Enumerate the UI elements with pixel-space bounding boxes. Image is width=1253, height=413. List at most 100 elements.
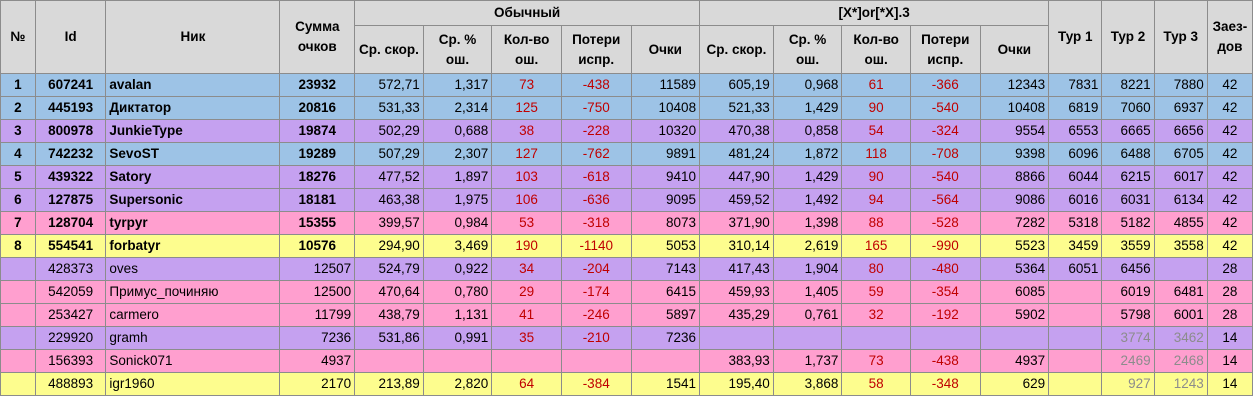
header-normal-avg-speed[interactable]: Ср. скор.: [354, 25, 424, 74]
normal-err-count-cell: 64: [491, 372, 562, 396]
normal-points-cell: [630, 349, 701, 373]
normal-avg-speed-cell: 477,52: [354, 165, 424, 189]
table-row[interactable]: 7 128704 tyrpyr 15355 399,57 0,984 53 -318 8073 3…: [0, 211, 1253, 235]
table-row[interactable]: 542059 Примус_починяю 12500 470,64 0,780 29 -1…: [0, 280, 1253, 304]
id-cell: 800978: [34, 119, 107, 143]
x-avg-err-cell: 0,761: [772, 303, 843, 327]
id-cell: 488893: [34, 372, 107, 396]
header-x-avg-err[interactable]: Ср. % ош.: [772, 25, 843, 74]
header-x-avg-speed[interactable]: Ср. скор.: [699, 25, 774, 74]
sum-cell: 11799: [279, 303, 356, 327]
tour3-cell: [1153, 257, 1208, 281]
header-group-normal[interactable]: Обычный: [354, 0, 701, 26]
tour3-cell: 6937: [1153, 96, 1208, 120]
tour1-cell: [1048, 372, 1103, 396]
x-err-count-cell: 73: [841, 349, 911, 373]
x-losses-cell: -708: [909, 142, 981, 166]
x-points-cell: 9554: [979, 119, 1050, 143]
table-row[interactable]: 1 607241 avalan 23932 572,71 1,317 73 -438 11589…: [0, 73, 1253, 97]
header-id[interactable]: Id: [34, 0, 107, 74]
normal-losses-cell: -210: [560, 326, 632, 350]
header-x-points[interactable]: Очки: [979, 25, 1050, 74]
races-cell: 42: [1206, 211, 1253, 235]
x-avg-err-cell: 1,492: [772, 188, 843, 212]
tour3-cell: 3558: [1153, 234, 1208, 258]
nick-cell: gramh: [105, 326, 281, 350]
nick-cell: igr1960: [105, 372, 281, 396]
table-body: 1 607241 avalan 23932 572,71 1,317 73 -438 11589…: [0, 73, 1253, 396]
races-cell: 42: [1206, 234, 1253, 258]
races-cell: 14: [1206, 349, 1253, 373]
header-group-x[interactable]: [X*]or[*X].3: [699, 0, 1050, 26]
sum-cell: 12507: [279, 257, 356, 281]
normal-avg-err-cell: 0,991: [422, 326, 493, 350]
header-tour1[interactable]: Тур 1: [1048, 0, 1103, 74]
normal-points-cell: 6415: [630, 280, 701, 304]
tour1-cell: 6096: [1048, 142, 1103, 166]
normal-err-count-cell: 38: [491, 119, 562, 143]
rank-cell: 4: [0, 142, 36, 166]
x-points-cell: 9398: [979, 142, 1050, 166]
header-races[interactable]: Заез-дов: [1206, 0, 1253, 74]
header-tour2[interactable]: Тур 2: [1101, 0, 1155, 74]
header-normal-losses[interactable]: Потери испр.: [560, 25, 632, 74]
normal-avg-err-cell: 1,897: [422, 165, 493, 189]
x-points-cell: 5902: [979, 303, 1050, 327]
table-row[interactable]: 428373 oves 12507 524,79 0,922 34 -204 7143 417,…: [0, 257, 1253, 281]
table-row[interactable]: 253427 carmero 11799 438,79 1,131 41 -246 5897 4…: [0, 303, 1253, 327]
x-err-count-cell: [841, 326, 911, 350]
normal-avg-speed-cell: 502,29: [354, 119, 424, 143]
normal-points-cell: 7236: [630, 326, 701, 350]
table-row[interactable]: 3 800978 JunkieType 19874 502,29 0,688 38 -228 1…: [0, 119, 1253, 143]
x-avg-speed-cell: 371,90: [699, 211, 774, 235]
table-row[interactable]: 2 445193 Диктатор 20816 531,33 2,314 125 -750 10…: [0, 96, 1253, 120]
x-points-cell: 7282: [979, 211, 1050, 235]
x-losses-cell: -192: [909, 303, 981, 327]
normal-avg-speed-cell: 531,33: [354, 96, 424, 120]
rank-cell: 1: [0, 73, 36, 97]
header-sum[interactable]: Сумма очков: [279, 0, 356, 74]
tour3-cell: 3462: [1153, 326, 1208, 350]
table-row[interactable]: 156393 Sonick071 4937 383,93 1,737 73 -438 4937…: [0, 349, 1253, 373]
header-normal-err-count[interactable]: Кол-во ош.: [491, 25, 562, 74]
x-err-count-cell: 59: [841, 280, 911, 304]
header-normal-avg-err[interactable]: Ср. % ош.: [422, 25, 493, 74]
x-err-count-cell: 90: [841, 165, 911, 189]
header-nick[interactable]: Ник: [105, 0, 281, 74]
table-row[interactable]: 229920 gramh 7236 531,86 0,991 35 -210 7236 3774…: [0, 326, 1253, 350]
sum-cell: 7236: [279, 326, 356, 350]
header-x-err-count[interactable]: Кол-во ош.: [841, 25, 911, 74]
normal-losses-cell: -318: [560, 211, 632, 235]
header-num[interactable]: №: [0, 0, 36, 74]
table-row[interactable]: 8 554541 forbatyr 10576 294,90 3,469 190 -1140 5…: [0, 234, 1253, 258]
normal-err-count-cell: 103: [491, 165, 562, 189]
x-points-cell: 9086: [979, 188, 1050, 212]
x-avg-err-cell: 1,429: [772, 96, 843, 120]
table-row[interactable]: 488893 igr1960 2170 213,89 2,820 64 -384 1541 19…: [0, 372, 1253, 396]
nick-cell: Supersonic: [105, 188, 281, 212]
normal-points-cell: 10320: [630, 119, 701, 143]
tour1-cell: 3459: [1048, 234, 1103, 258]
normal-losses-cell: -246: [560, 303, 632, 327]
races-cell: 42: [1206, 165, 1253, 189]
table-row[interactable]: 4 742232 SevoST 19289 507,29 2,307 127 -762 9891…: [0, 142, 1253, 166]
normal-losses-cell: -204: [560, 257, 632, 281]
normal-avg-err-cell: 2,307: [422, 142, 493, 166]
rank-cell: [0, 326, 36, 350]
header-tour3[interactable]: Тур 3: [1153, 0, 1208, 74]
x-points-cell: [979, 326, 1050, 350]
normal-points-cell: 11589: [630, 73, 701, 97]
tour3-cell: 1243: [1153, 372, 1208, 396]
header-normal-points[interactable]: Очки: [630, 25, 701, 74]
table-row[interactable]: 6 127875 Supersonic 18181 463,38 1,975 106 -636…: [0, 188, 1253, 212]
tour1-cell: [1048, 303, 1103, 327]
x-avg-err-cell: 0,968: [772, 73, 843, 97]
sum-cell: 23932: [279, 73, 356, 97]
normal-avg-speed-cell: 213,89: [354, 372, 424, 396]
normal-err-count-cell: 41: [491, 303, 562, 327]
x-avg-err-cell: 2,619: [772, 234, 843, 258]
table-row[interactable]: 5 439322 Satory 18276 477,52 1,897 103 -618 9410…: [0, 165, 1253, 189]
rank-cell: 6: [0, 188, 36, 212]
header-x-losses[interactable]: Потери испр.: [909, 25, 981, 74]
rank-cell: [0, 349, 36, 373]
